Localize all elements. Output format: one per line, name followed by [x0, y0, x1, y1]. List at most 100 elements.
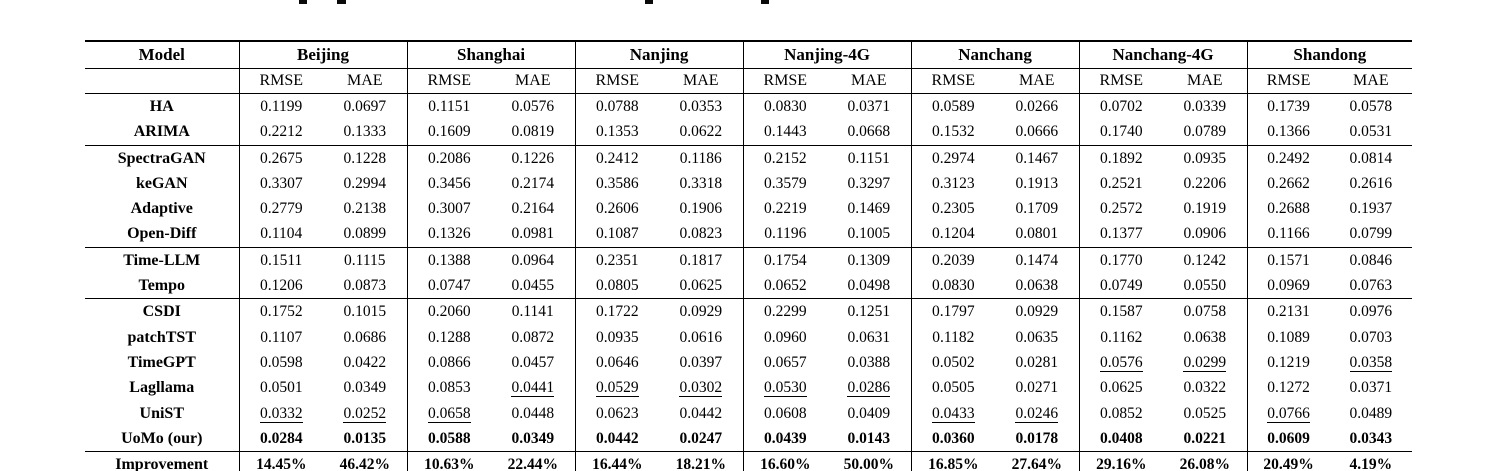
metric-value-cell: 0.0501: [238, 375, 323, 401]
metric-value-cell: 0.1919: [1163, 196, 1247, 221]
metric-value-cell: 0.1141: [491, 299, 575, 325]
metric-value: 0.0332: [259, 404, 303, 423]
metric-value: 0.0853: [427, 379, 471, 397]
metric-value-cell: 0.0339: [1163, 94, 1247, 120]
metric-value: 0.0576: [511, 98, 555, 115]
metric-value-cell: 0.2662: [1246, 170, 1330, 197]
metric-value-cell: 29.16%: [1078, 451, 1164, 471]
metric-value: 0.3297: [847, 174, 891, 192]
metric-value: 0.0448: [511, 404, 555, 422]
metric-value-cell: 0.0422: [323, 350, 407, 375]
metric-value-cell: 0.0271: [995, 375, 1079, 400]
metric-value: 0.1186: [679, 149, 722, 167]
metric-value: 0.3123: [931, 174, 975, 192]
metric-value-cell: 16.85%: [910, 451, 996, 471]
metric-value: 0.0866: [427, 353, 471, 371]
metric-value-cell: 0.0935: [1163, 145, 1247, 171]
metric-value: 0.1104: [260, 225, 303, 243]
metric-value: 0.0616: [679, 328, 723, 346]
model-name-cell: TimeGPT: [127, 353, 196, 371]
metric-value-cell: 0.0872: [491, 325, 575, 350]
model-name-cell: Open-Diff: [85, 221, 239, 248]
metric-value-cell: 0.0439: [742, 425, 828, 453]
metric-value: 0.1228: [343, 149, 387, 167]
metric-value: 26.08%: [1179, 456, 1230, 471]
metric-value: 0.0433: [931, 404, 975, 423]
metric-value: 0.2206: [1183, 174, 1227, 192]
metric-value: 0.1937: [1349, 200, 1393, 218]
metric-value-cell: 0.1333: [323, 119, 408, 146]
metric-value: 0.1242: [1183, 251, 1227, 269]
metric-value-cell: 0.1326: [406, 221, 492, 248]
metric-value: 0.0135: [343, 429, 387, 447]
results-table-wrap: Model Beijing Shanghai Nanjing Nanjing-4G Nan…: [85, 40, 1413, 471]
metric-value: 0.0935: [1183, 149, 1227, 167]
metric-value-cell: 0.2572: [1078, 196, 1164, 222]
metric-value-cell: 0.0747: [406, 273, 492, 300]
metric-value-cell: 0.0266: [995, 94, 1079, 120]
metric-value: 0.3579: [763, 174, 807, 192]
metric-value: 0.2039: [931, 251, 975, 269]
metric-value: 0.0788: [595, 98, 639, 115]
metric-value: 0.0657: [763, 353, 807, 371]
metric-value: 16.60%: [760, 456, 811, 471]
col-group-header: Nanchang-4G: [1078, 41, 1248, 69]
metric-value-cell: 0.1754: [742, 247, 828, 274]
metric-value-cell: 0.0525: [1163, 401, 1247, 426]
metric-value-cell: 0.0616: [659, 325, 743, 350]
metric-value-cell: 0.2206: [1163, 171, 1247, 196]
metric-header: RMSE: [406, 68, 492, 94]
metric-value-cell: 0.0935: [574, 324, 660, 350]
cropped-caption-fragment: [761, 0, 769, 4]
metric-header: MAE: [491, 68, 576, 94]
metric-value-cell: 0.0135: [323, 425, 408, 453]
metric-value: 0.1141: [511, 303, 554, 321]
metric-value: 0.1166: [1267, 225, 1310, 243]
metric-value-cell: 0.0658: [406, 400, 492, 426]
metric-value-cell: 0.3586: [574, 170, 660, 197]
metric-value: 0.0489: [1349, 404, 1393, 422]
metric-value-cell: 0.1015: [323, 299, 407, 325]
metric-value: 0.2606: [595, 200, 639, 218]
metric-value-cell: 0.1511: [238, 247, 323, 274]
metric-value: 0.2299: [763, 303, 807, 321]
metric-value-cell: 0.2779: [238, 196, 323, 222]
metric-value: 0.1326: [427, 225, 471, 243]
metric-value-cell: 0.0766: [1246, 400, 1330, 426]
metric-value-cell: 0.1571: [1246, 247, 1330, 274]
metric-value-cell: 0.1797: [910, 298, 996, 325]
metric-value-cell: 0.0969: [1246, 273, 1330, 300]
metric-header: RMSE: [574, 68, 660, 94]
metric-value-cell: 0.1228: [323, 145, 407, 171]
metric-value-cell: 0.1162: [1078, 324, 1164, 350]
metric-value-cell: 0.1089: [1246, 324, 1330, 350]
metric-value-cell: 0.0353: [659, 94, 743, 120]
metric-value-cell: 0.0866: [406, 349, 492, 376]
model-name-cell: patchTST: [127, 328, 196, 346]
table-row: HA 0.1199 0.0697 0.1151 0.0576 0.0788 0.0353 0.…: [85, 93, 1412, 120]
metric-value-cell: 0.0823: [659, 221, 744, 248]
metric-value-cell: 0.0322: [1163, 375, 1247, 400]
metric-value: 0.0638: [1183, 328, 1227, 346]
metric-value-cell: 0.2060: [406, 298, 492, 325]
metric-value-cell: 0.1104: [238, 221, 323, 248]
metric-value: 0.0668: [847, 123, 891, 141]
metric-value: 0.0801: [1015, 225, 1059, 243]
metric-value-cell: 0.3456: [406, 170, 492, 197]
metric-header: RMSE: [1078, 68, 1164, 94]
metric-value: 0.2779: [259, 200, 303, 218]
metric-value: 0.0846: [1349, 251, 1393, 269]
metric-value-cell: 0.0221: [1163, 425, 1248, 453]
metric-value: 0.0529: [595, 379, 639, 398]
metric-value: 0.0578: [1349, 98, 1393, 115]
metric-value: 0.1587: [1099, 303, 1143, 321]
metric-value: 0.1913: [1015, 174, 1059, 192]
metric-value: 0.0408: [1099, 429, 1143, 447]
metric-value-cell: 0.0529: [574, 375, 660, 401]
metric-value-cell: 0.1469: [827, 196, 911, 221]
metric-value-cell: 0.0302: [659, 375, 743, 400]
metric-value-cell: 0.1752: [238, 298, 323, 325]
metric-value: 0.1204: [931, 225, 975, 243]
metric-value-cell: 0.0789: [1163, 119, 1248, 146]
metric-value: 0.0652: [763, 277, 807, 295]
